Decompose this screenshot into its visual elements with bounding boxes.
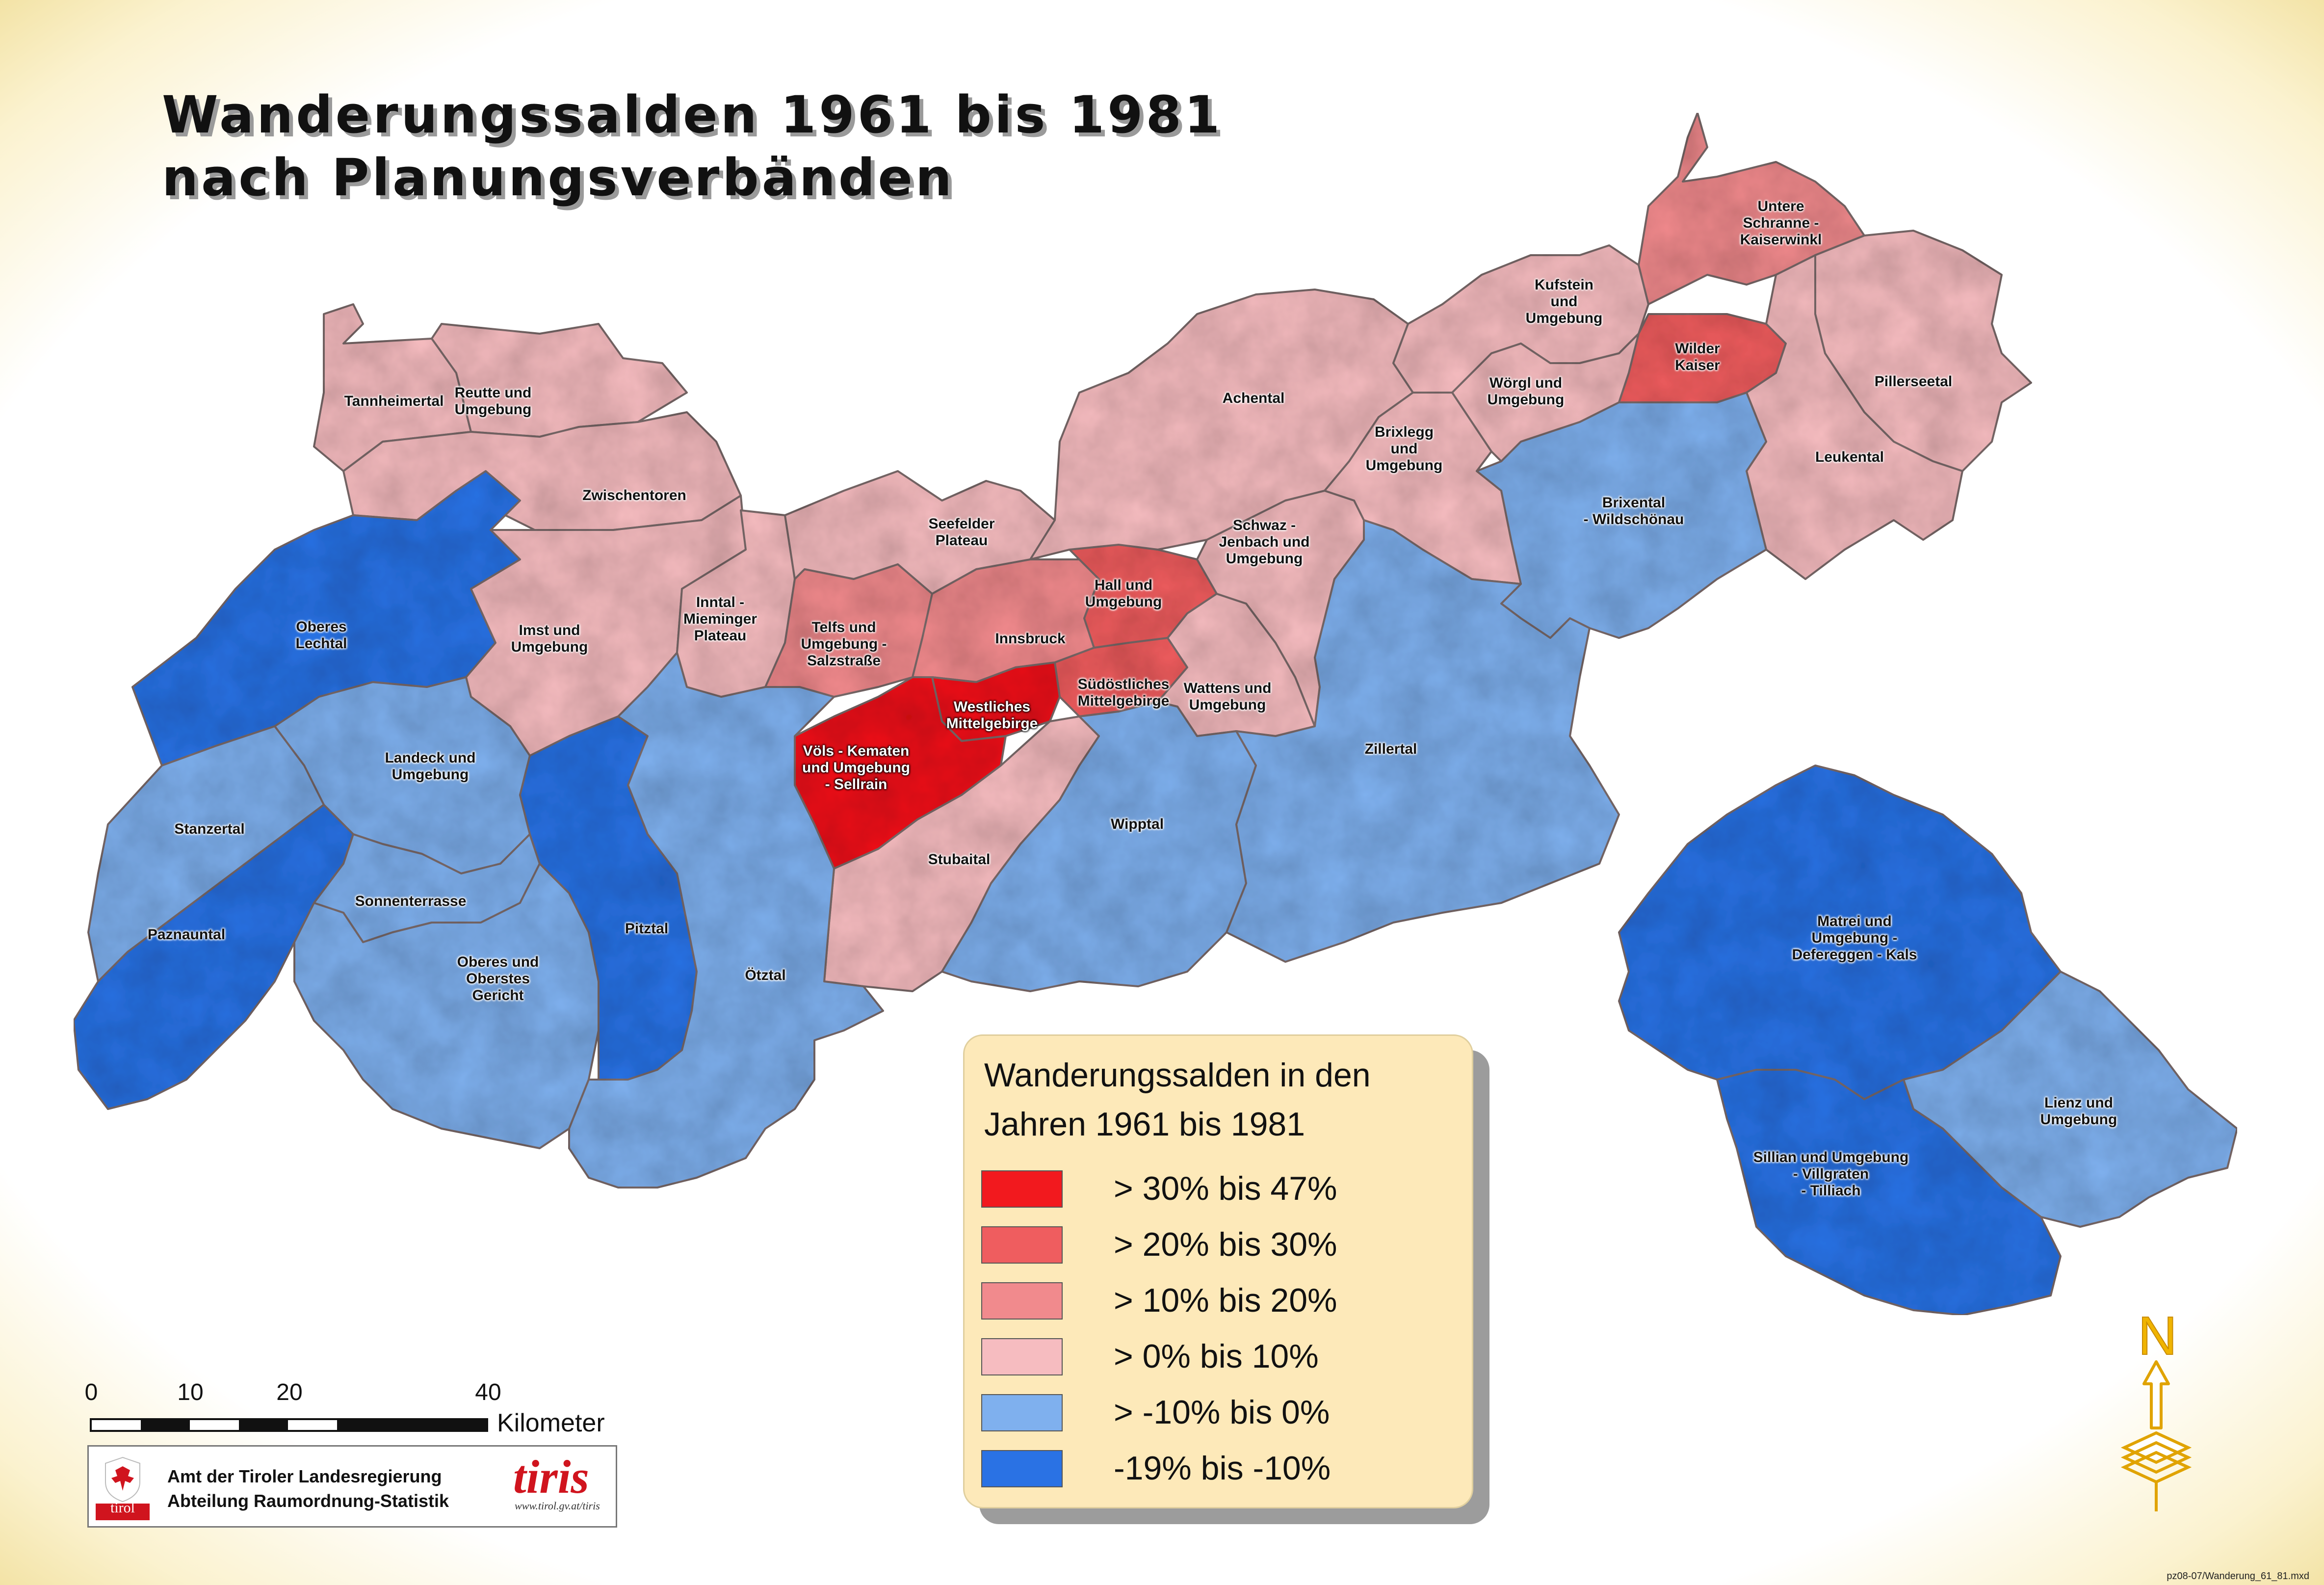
legend-label: -19% bis -10% <box>1114 1450 1331 1487</box>
scale-tick-label: 40 <box>475 1379 501 1405</box>
region-label: Telfs und Umgebung - Salzstraße <box>801 619 887 669</box>
region-label: Oberes Lechtal <box>295 619 347 652</box>
tiris-logo: tiris <box>513 1451 589 1503</box>
legend-swatch <box>981 1282 1063 1320</box>
region-label: Völs - Kematen und Umgebung - Sellrain <box>802 743 910 792</box>
region-label: Untere Schranne - Kaiserwinkl <box>1740 198 1822 248</box>
region-label: Leukental <box>1815 449 1884 465</box>
region-label: Wattens und Umgebung <box>1183 680 1272 713</box>
region-label: Tannheimertal <box>344 393 444 409</box>
region-label: Brixlegg und Umgebung <box>1365 424 1443 474</box>
legend-item: > 20% bis 30% <box>981 1224 1423 1268</box>
region-label: Matrei und Umgebung - Defereggen - Kals <box>1792 913 1917 963</box>
region-label: Hall und Umgebung <box>1085 577 1162 610</box>
legend-label: > 20% bis 30% <box>1114 1226 1337 1263</box>
scale-segment <box>141 1420 190 1430</box>
region-zillertal <box>1226 519 1620 963</box>
region-label: Stanzertal <box>174 821 245 837</box>
scale-tick-label: 10 <box>177 1379 204 1405</box>
region-label: Oberes und Oberstes Gericht <box>457 954 539 1004</box>
region-label: Wilder Kaiser <box>1675 341 1720 373</box>
legend-swatch <box>981 1170 1063 1208</box>
legend: Wanderungssalden in den Jahren 1961 bis … <box>963 1034 1473 1508</box>
legend-item: > 10% bis 20% <box>981 1280 1423 1324</box>
region-label: Wörgl und Umgebung <box>1487 375 1565 408</box>
region-label: Südöstliches Mittelgebirge <box>1077 676 1170 709</box>
tiris-url: www.tirol.gv.at/tiris <box>515 1500 600 1512</box>
scale-bar <box>90 1418 488 1432</box>
region-label: Ötztal <box>745 967 786 983</box>
legend-label: > 30% bis 47% <box>1114 1170 1337 1207</box>
map-title-line1: Wanderungssalden 1961 bis 1981 <box>162 85 1223 145</box>
legend-swatch <box>981 1394 1063 1431</box>
region-sillian <box>1716 1069 2062 1316</box>
region-label: Zwischentoren <box>582 487 686 503</box>
credit-line1: Amt der Tiroler Landesregierung <box>167 1466 442 1486</box>
legend-item: > 30% bis 47% <box>981 1168 1423 1213</box>
region-label: Sillian und Umgebung - Villgraten - Till… <box>1753 1149 1909 1199</box>
legend-label: > -10% bis 0% <box>1114 1394 1330 1431</box>
scale-tick-label: 0 <box>84 1379 98 1405</box>
region-label: Innsbruck <box>995 631 1066 647</box>
scale-tick-label: 20 <box>276 1379 303 1405</box>
region-label: Pitztal <box>625 921 669 937</box>
region-label: Landeck und Umgebung <box>385 750 476 783</box>
region-wipptal <box>941 701 1257 992</box>
region-label: Sonnenterrasse <box>355 893 467 909</box>
legend-label: > 0% bis 10% <box>1114 1338 1319 1375</box>
region-label: Wipptal <box>1110 816 1164 832</box>
tirol-logo-text: tirol <box>110 1500 135 1516</box>
legend-swatch <box>981 1450 1063 1487</box>
scale-segment <box>239 1420 288 1430</box>
credit-line2: Abteilung Raumordnung-Statistik <box>167 1491 449 1511</box>
region-label: Imst und Umgebung <box>511 622 588 655</box>
legend-swatch <box>981 1226 1063 1264</box>
legend-label: > 10% bis 20% <box>1114 1282 1337 1319</box>
north-arrow-icon: N <box>2120 1310 2192 1511</box>
file-reference: pz08-07/Wanderung_61_81.mxd <box>2167 1571 2309 1582</box>
map-title: Wanderungssalden 1961 bis 1981 nach Plan… <box>162 83 1223 209</box>
legend-swatch <box>981 1338 1063 1375</box>
tirol-logo <box>96 1453 150 1520</box>
legend-item: > 0% bis 10% <box>981 1336 1423 1380</box>
region-label: Stubaital <box>928 851 991 868</box>
region-label: Westliches Mittelgebirge <box>946 699 1038 732</box>
north-letter: N <box>2138 1310 2177 1366</box>
region-label: Lienz und Umgebung <box>2040 1095 2117 1128</box>
region-label: Schwaz - Jenbach und Umgebung <box>1219 517 1310 567</box>
region-label: Zillertal <box>1364 741 1417 757</box>
legend-item: > -10% bis 0% <box>981 1392 1423 1436</box>
region-label: Brixental - Wildschönau <box>1583 495 1684 528</box>
map-title-line2: nach Planungsverbänden <box>162 148 955 208</box>
credit-box: tirol Amt der Tiroler Landesregierung Ab… <box>87 1445 617 1528</box>
region-otztal <box>568 652 884 1189</box>
region-label: Pillerseetal <box>1874 373 1953 390</box>
region-label: Achental <box>1222 390 1285 406</box>
legend-item: -19% bis -10% <box>981 1448 1423 1492</box>
region-untere-schranne <box>1638 112 1865 305</box>
scale-unit: Kilometer <box>497 1409 605 1437</box>
region-label: Seefelder Plateau <box>928 516 995 549</box>
legend-title: Wanderungssalden in den Jahren 1961 bis … <box>984 1057 1371 1143</box>
region-oberes-gericht <box>293 863 600 1149</box>
region-label: Reutte und Umgebung <box>454 385 532 418</box>
region-label: Kufstein und Umgebung <box>1525 277 1603 326</box>
region-label: Inntal - Mieminger Plateau <box>683 594 757 644</box>
scale-segment <box>337 1420 486 1430</box>
region-label: Paznauntal <box>147 926 226 943</box>
